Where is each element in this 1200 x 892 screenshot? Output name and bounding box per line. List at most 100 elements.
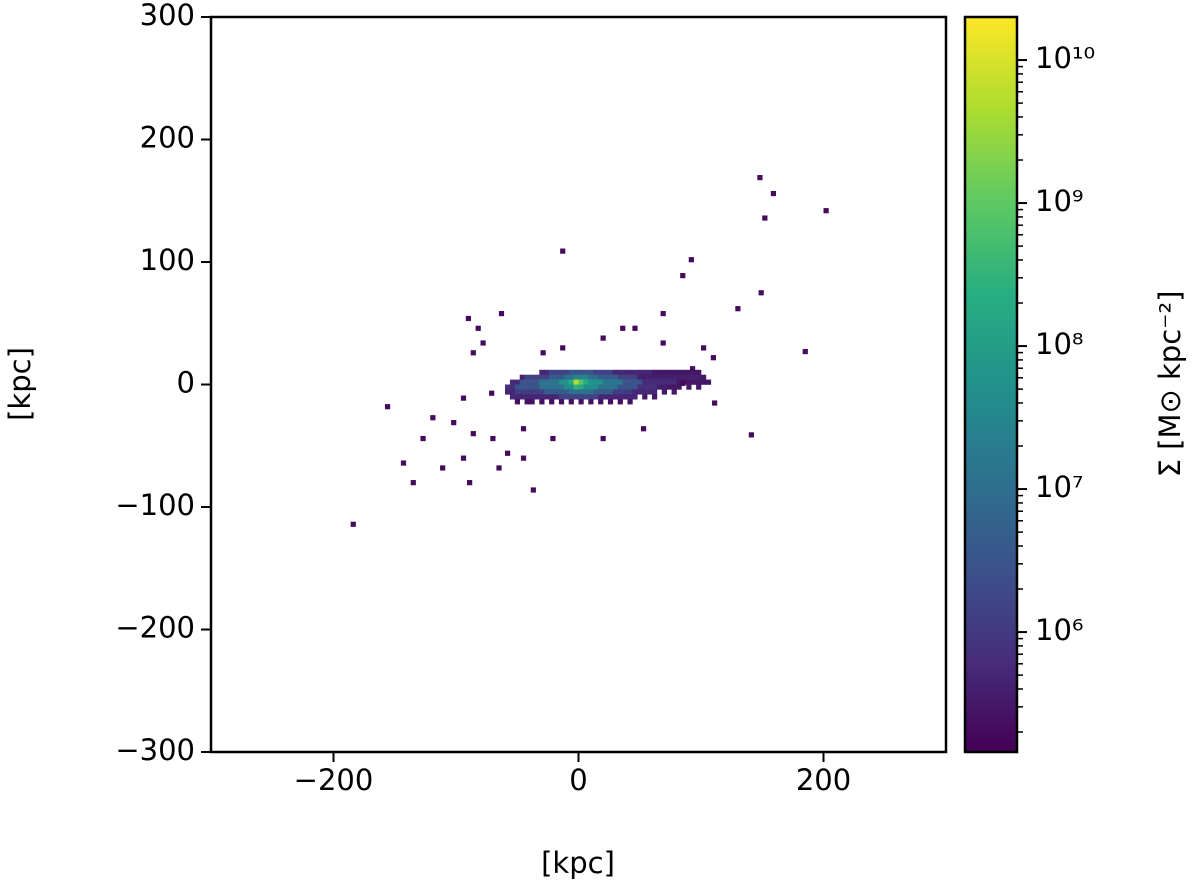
heatmap-cell bbox=[524, 379, 530, 385]
heatmap-cell bbox=[632, 379, 638, 385]
heatmap-cell bbox=[660, 340, 666, 346]
heatmap-cell bbox=[627, 384, 633, 390]
heatmap-cell bbox=[689, 366, 696, 372]
heatmap-cell bbox=[530, 487, 536, 493]
heatmap-cell bbox=[524, 384, 530, 390]
heatmap-cell bbox=[524, 394, 530, 400]
heatmap-cell bbox=[578, 389, 584, 395]
heatmap-cell bbox=[539, 369, 545, 375]
heatmap-cell bbox=[384, 404, 391, 410]
heatmap-cell bbox=[612, 389, 618, 395]
heatmap-cell bbox=[617, 384, 623, 390]
heatmap-cell bbox=[637, 384, 643, 390]
heatmap-cell bbox=[554, 389, 560, 395]
heatmap-cell bbox=[652, 379, 658, 385]
heatmap-cell bbox=[524, 389, 530, 395]
heatmap-cell bbox=[661, 384, 667, 390]
heatmap-cell bbox=[578, 399, 584, 405]
heatmap-cell bbox=[617, 394, 623, 400]
heatmap-cell bbox=[558, 384, 565, 390]
heatmap-cell bbox=[550, 435, 556, 442]
heatmap-cell bbox=[627, 374, 633, 380]
heatmap-cell bbox=[509, 389, 516, 395]
x-tick-label: −200 bbox=[294, 763, 374, 797]
heatmap-cell bbox=[681, 374, 687, 380]
heatmap-cell bbox=[524, 399, 530, 405]
heatmap-cell bbox=[642, 379, 648, 385]
heatmap-cell bbox=[598, 389, 604, 395]
heatmap-cell bbox=[593, 369, 599, 375]
heatmap-cell bbox=[558, 374, 565, 380]
heatmap-cell bbox=[558, 379, 565, 385]
heatmap-cell bbox=[612, 384, 618, 390]
heatmap-cell bbox=[620, 325, 626, 331]
heatmap-cell bbox=[627, 389, 633, 395]
heatmap-cell bbox=[529, 379, 535, 385]
y-tick-label: 0 bbox=[177, 366, 195, 400]
heatmap-cell bbox=[534, 389, 540, 395]
heatmap-cell bbox=[467, 480, 473, 486]
heatmap-cell bbox=[544, 379, 550, 385]
heatmap-cell bbox=[598, 394, 604, 400]
colorbar-tick-label: 10¹⁰ bbox=[1035, 41, 1095, 75]
heatmap-cell bbox=[656, 379, 663, 385]
heatmap-cell bbox=[598, 369, 604, 375]
heatmap-cell bbox=[603, 394, 609, 400]
heatmap-cell bbox=[573, 384, 579, 390]
heatmap-cell bbox=[588, 389, 594, 395]
heatmap-cell bbox=[578, 394, 584, 400]
heatmap-cell bbox=[680, 380, 686, 387]
y-tick-label: −100 bbox=[115, 488, 195, 522]
heatmap-cell bbox=[617, 374, 623, 380]
heatmap-cell bbox=[544, 369, 550, 375]
heatmap-cell bbox=[539, 389, 545, 395]
heatmap-cell bbox=[598, 384, 604, 390]
heatmap-cell bbox=[563, 374, 569, 380]
heatmap-cell bbox=[647, 379, 653, 385]
heatmap-cell bbox=[661, 374, 667, 380]
heatmap-cell bbox=[656, 374, 663, 380]
x-tick-label: 0 bbox=[569, 763, 587, 797]
x-tick-label: 200 bbox=[796, 763, 851, 797]
heatmap-cell bbox=[680, 273, 686, 279]
heatmap-cell bbox=[549, 389, 555, 395]
heatmap-cell bbox=[588, 379, 594, 385]
heatmap-cell bbox=[762, 215, 768, 221]
heatmap-cell bbox=[701, 379, 707, 385]
heatmap-cell bbox=[544, 374, 550, 380]
heatmap-cell bbox=[554, 379, 560, 385]
heatmap-cell bbox=[529, 399, 535, 405]
heatmap-cell bbox=[661, 379, 667, 385]
heatmap-cell bbox=[549, 394, 555, 400]
heatmap-cell bbox=[681, 369, 687, 375]
colorbar-label: Σ [M⊙ kpc⁻²] bbox=[1153, 291, 1187, 478]
heatmap-cell bbox=[451, 420, 457, 426]
heatmap-cell bbox=[558, 389, 565, 395]
heatmap-cell bbox=[656, 384, 663, 390]
heatmap-cell bbox=[701, 374, 707, 380]
heatmap-cell bbox=[676, 374, 682, 380]
heatmap-cell bbox=[470, 431, 476, 437]
heatmap-cell bbox=[622, 374, 628, 380]
heatmap-cell bbox=[637, 374, 643, 380]
heatmap-cell bbox=[465, 315, 471, 322]
heatmap-cell bbox=[600, 435, 606, 442]
heatmap-cell bbox=[573, 379, 579, 385]
heatmap-cell bbox=[676, 369, 682, 375]
heatmap-cell bbox=[607, 384, 614, 390]
heatmap-cell bbox=[642, 394, 648, 400]
heatmap-cell bbox=[802, 348, 808, 355]
heatmap-cell bbox=[607, 394, 614, 400]
heatmap-cell bbox=[701, 345, 707, 351]
heatmap-cell bbox=[554, 394, 560, 400]
heatmap-cell bbox=[758, 290, 764, 296]
heatmap-cell bbox=[593, 384, 599, 390]
heatmap-cell bbox=[460, 455, 467, 461]
heatmap-cell bbox=[652, 369, 658, 375]
heatmap-cell bbox=[583, 369, 589, 375]
heatmap-cell bbox=[558, 369, 565, 375]
heatmap-cell bbox=[696, 379, 702, 385]
heatmap-cell bbox=[568, 394, 574, 400]
heatmap-cell bbox=[705, 379, 712, 385]
heatmap-cell bbox=[514, 389, 520, 395]
